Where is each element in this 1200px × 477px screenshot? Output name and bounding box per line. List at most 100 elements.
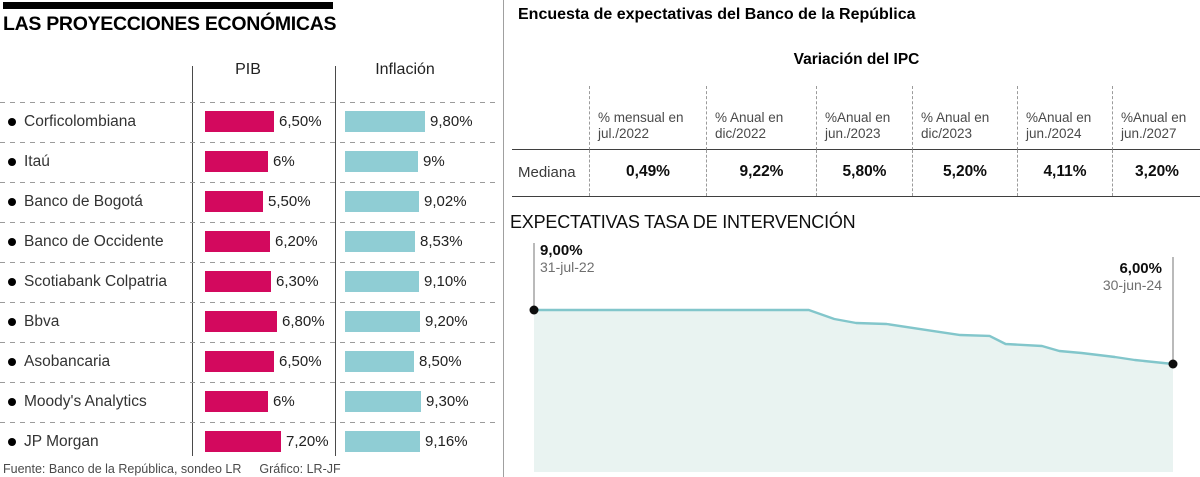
pib-bar — [205, 231, 270, 252]
title-accent-bar — [3, 2, 333, 9]
rate-chart-title: EXPECTATIVAS TASA DE INTERVENCIÓN — [510, 212, 856, 232]
bank-name: Banco de Occidente — [24, 233, 164, 250]
inflacion-value: 9,30% — [426, 393, 469, 410]
end-date-label: 30-jun-24 — [1102, 277, 1162, 293]
pib-bar — [205, 431, 281, 452]
projection-row: Moody's Analytics 6% 9,30% — [0, 382, 497, 422]
start-date-label: 31-jul-22 — [540, 259, 595, 275]
ipc-median-value: 9,22% — [706, 150, 816, 196]
pib-value: 6,50% — [279, 353, 322, 370]
bank-name: Scotiabank Colpatria — [24, 273, 168, 290]
pib-value: 6% — [273, 393, 295, 410]
pib-bar — [205, 351, 274, 372]
bank-name: Bbva — [24, 313, 60, 330]
ipc-header-spacer — [512, 86, 589, 150]
inflacion-bar — [345, 431, 420, 452]
inflacion-value: 9,10% — [424, 273, 467, 290]
ipc-median-value: 4,11% — [1017, 150, 1112, 196]
pib-bar — [205, 271, 271, 292]
inflacion-value: 9,02% — [424, 193, 467, 210]
bullet-icon — [8, 358, 16, 366]
bank-name: Itaú — [24, 153, 50, 170]
source-grafico: Gráfico: LR-JF — [259, 462, 341, 476]
column-header-inflacion: Inflación — [375, 61, 435, 78]
projection-row: Itaú 6% 9% — [0, 142, 497, 182]
pib-bar — [205, 191, 263, 212]
inflacion-bar — [345, 231, 415, 252]
pib-value: 6% — [273, 153, 295, 170]
bank-name: Asobancaria — [24, 353, 111, 370]
annotation-end: 6,00% 30-jun-24 — [1103, 260, 1162, 293]
bullet-icon — [8, 198, 16, 206]
inflacion-bar — [345, 351, 414, 372]
ipc-median-value: 5,80% — [816, 150, 912, 196]
ipc-column-header: %Anual en jun./2027 — [1112, 86, 1200, 150]
ipc-median-value: 0,49% — [589, 150, 706, 196]
inflacion-value: 9% — [423, 153, 445, 170]
pib-value: 6,20% — [275, 233, 318, 250]
inflacion-value: 9,16% — [425, 433, 468, 450]
pib-value: 6,30% — [276, 273, 319, 290]
ipc-table-title: Variación del IPC — [793, 51, 920, 68]
survey-panel: Encuesta de expectativas del Banco de la… — [503, 0, 1200, 477]
bank-name: Banco de Bogotá — [24, 193, 143, 210]
projection-row: Bbva 6,80% 9,20% — [0, 302, 497, 342]
projection-row: Corficolombiana 6,50% 9,80% — [0, 102, 497, 142]
projection-row: Scotiabank Colpatria 6,30% 9,10% — [0, 262, 497, 302]
table-divider-line — [335, 66, 336, 456]
pib-bar — [205, 151, 268, 172]
projection-row: JP Morgan 7,20% 9,16% — [0, 422, 497, 462]
end-point-marker — [1168, 359, 1178, 369]
pib-bar — [205, 391, 268, 412]
projections-rows: Corficolombiana 6,50% 9,80% Itaú 6% 9% B… — [0, 102, 497, 462]
bank-name: JP Morgan — [24, 433, 99, 450]
survey-title: Encuesta de expectativas del Banco de la… — [518, 6, 916, 23]
bullet-icon — [8, 278, 16, 286]
projection-row: Asobancaria 6,50% 8,50% — [0, 342, 497, 382]
projections-panel: LAS PROYECCIONES ECONÓMICAS PIB Inflació… — [0, 0, 503, 477]
bank-name: Corficolombiana — [24, 113, 136, 130]
source-fuente: Fuente: Banco de la República, sondeo LR — [3, 462, 242, 476]
inflacion-bar — [345, 271, 419, 292]
inflacion-value: 8,53% — [420, 233, 463, 250]
bullet-icon — [8, 438, 16, 446]
bullet-icon — [8, 398, 16, 406]
bullet-icon — [8, 118, 16, 126]
bullet-icon — [8, 238, 16, 246]
pib-value: 6,50% — [279, 113, 322, 130]
ipc-column-header: % Anual en dic/2023 — [912, 86, 1017, 150]
rate-line — [532, 308, 1175, 366]
rate-area-fill — [534, 310, 1173, 472]
inflacion-value: 9,80% — [430, 113, 473, 130]
ipc-column-header: %Anual en jun./2023 — [816, 86, 912, 150]
rate-area-chart — [529, 243, 1178, 472]
annotation-start: 9,00% 31-jul-22 — [540, 242, 594, 275]
pib-bar — [205, 311, 277, 332]
ipc-column-header: %Anual en jun./2024 — [1017, 86, 1112, 150]
projection-row: Banco de Bogotá 5,50% 9,02% — [0, 182, 497, 222]
source-note: Fuente: Banco de la República, sondeo LR… — [3, 462, 359, 476]
projection-row: Banco de Occidente 6,20% 8,53% — [0, 222, 497, 262]
pib-value: 5,50% — [268, 193, 311, 210]
inflacion-value: 9,20% — [425, 313, 468, 330]
start-value-label: 9,00% — [540, 242, 583, 259]
inflacion-bar — [345, 151, 418, 172]
pib-value: 7,20% — [286, 433, 329, 450]
pib-value: 6,80% — [282, 313, 325, 330]
table-divider-line — [192, 66, 193, 456]
inflacion-bar — [345, 311, 420, 332]
pib-bar — [205, 111, 274, 132]
inflacion-bar — [345, 191, 419, 212]
bank-name: Moody's Analytics — [24, 393, 147, 410]
ipc-table: % mensual en jul./2022% Anual en dic/202… — [512, 86, 1200, 197]
end-value-label: 6,00% — [1119, 260, 1162, 277]
ipc-median-value: 3,20% — [1112, 150, 1200, 196]
ipc-column-header: % Anual en dic/2022 — [706, 86, 816, 150]
inflacion-bar — [345, 391, 421, 412]
ipc-column-header: % mensual en jul./2022 — [589, 86, 706, 150]
start-point-marker — [529, 305, 539, 315]
inflacion-bar — [345, 111, 425, 132]
column-header-pib: PIB — [235, 61, 261, 78]
bullet-icon — [8, 318, 16, 326]
